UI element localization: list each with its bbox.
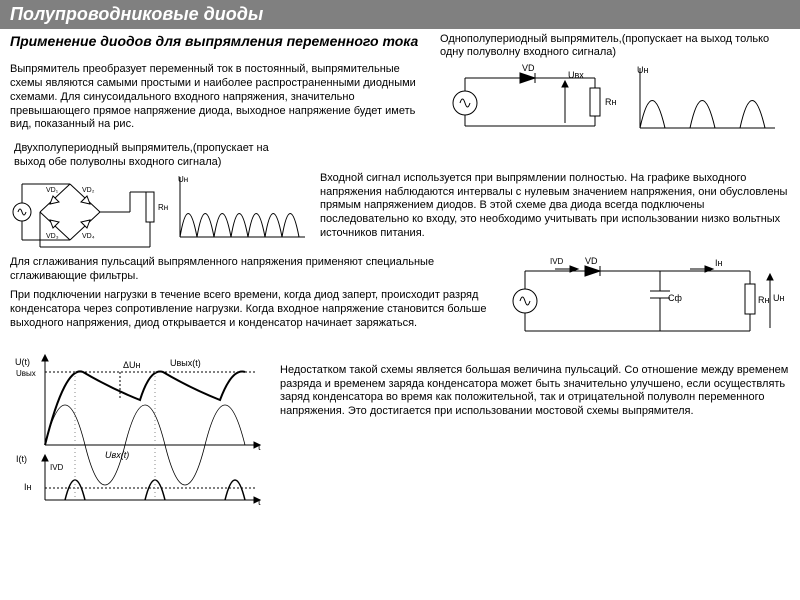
label-uvh: Uвх bbox=[568, 70, 584, 80]
page-title: Полупроводниковые диоды bbox=[0, 0, 800, 29]
label-rn2: Rн bbox=[158, 203, 168, 212]
label-du: ΔUн bbox=[123, 360, 141, 370]
label-vd1: VD₁ bbox=[46, 187, 59, 194]
bridge-figure: VD₁ VD₂ VD₃ VD₄ Rн Uн bbox=[10, 172, 310, 252]
label-un3: Uн bbox=[773, 293, 784, 303]
label-ut: U(t) bbox=[15, 357, 30, 367]
label-vd: VD bbox=[522, 63, 535, 73]
intro-paragraph: Выпрямитель преобразует переменный ток в… bbox=[10, 63, 430, 132]
half-wave-title: Однополупериодный выпрямитель,(пропускае… bbox=[440, 29, 800, 59]
label-un1: Uн bbox=[637, 65, 648, 75]
label-un2: Uн bbox=[178, 175, 188, 184]
p5: Недостатком такой схемы является большая… bbox=[280, 350, 790, 419]
label-uvyh: Uвых bbox=[16, 369, 36, 378]
label-vd2: VD₂ bbox=[82, 187, 95, 194]
label-cf: Cф bbox=[668, 293, 682, 303]
label-vd3: VD₃ bbox=[46, 233, 59, 240]
label-rn: Rн bbox=[605, 97, 616, 107]
p4: При подключении нагрузки в течение всего… bbox=[10, 289, 490, 330]
label-rn3: Rн bbox=[758, 295, 769, 305]
filter-circuit-figure: VD IVD Iн Cф Rн Uн bbox=[500, 256, 790, 346]
label-in2: Iн bbox=[24, 482, 32, 492]
full-wave-title: Двухполупериодный выпрямитель,(пропускае… bbox=[10, 142, 300, 168]
label-it: I(t) bbox=[16, 454, 27, 464]
p2: Входной сигнал используется при выпрямле… bbox=[320, 172, 790, 241]
svg-text:t: t bbox=[258, 497, 261, 507]
svg-text:t: t bbox=[258, 442, 261, 452]
section-subtitle: Применение диодов для выпрямления переме… bbox=[0, 29, 430, 51]
ripple-graph-figure: U(t) Uвых ΔUн Uвых(t) Uвх(t) I(t) IVD Iн… bbox=[10, 350, 270, 510]
p3: Для сглаживания пульсаций выпрямленного … bbox=[10, 256, 490, 284]
label-uvxt: Uвх(t) bbox=[105, 450, 129, 460]
label-uvyxt: Uвых(t) bbox=[170, 358, 201, 368]
label-vd-f: VD bbox=[585, 256, 598, 266]
label-in: Iн bbox=[715, 258, 723, 268]
label-vd4: VD₄ bbox=[82, 233, 95, 240]
half-wave-figure: VD Uвх Rн Uн bbox=[440, 63, 790, 138]
label-ivd: IVD bbox=[550, 257, 564, 266]
label-ivd2: IVD bbox=[50, 463, 64, 472]
